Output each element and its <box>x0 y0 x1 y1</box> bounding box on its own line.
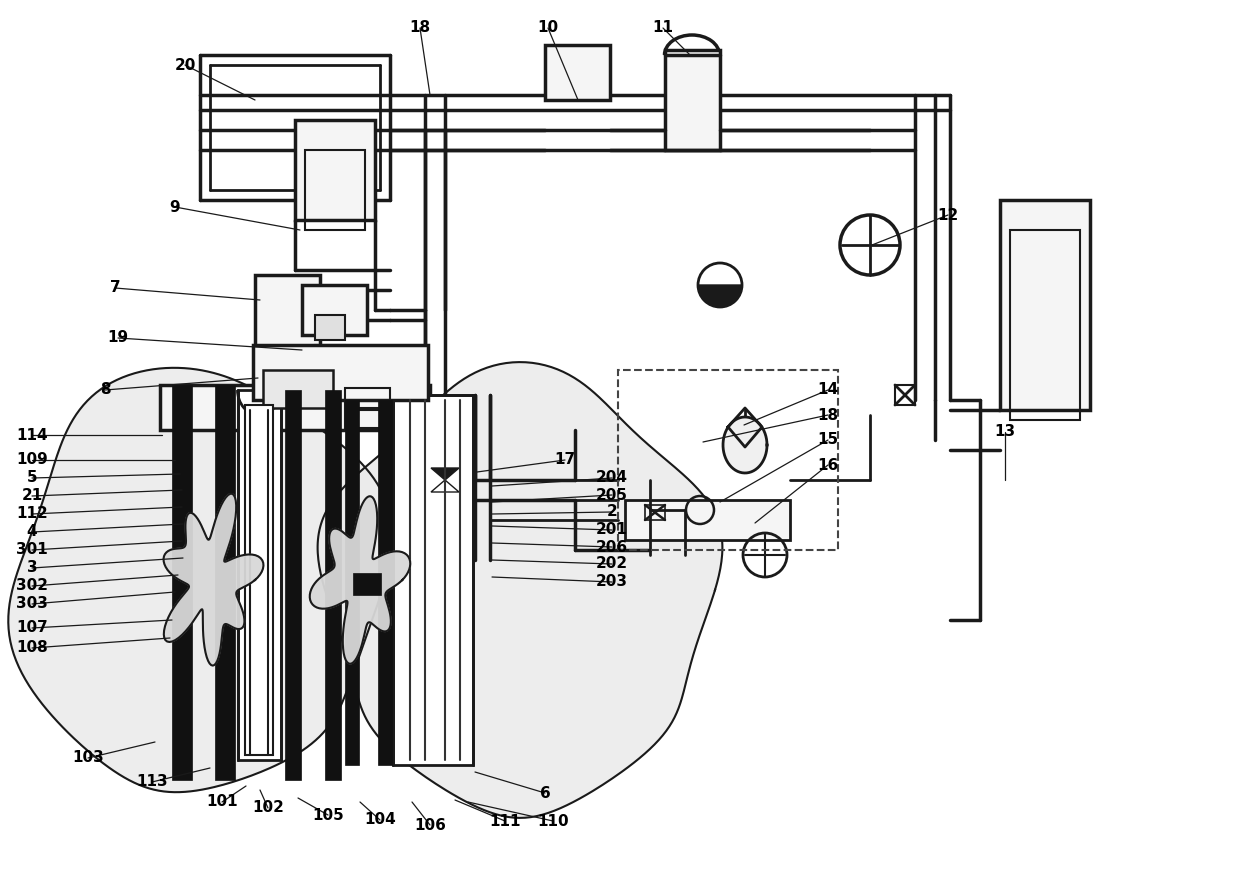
Text: 101: 101 <box>206 795 238 809</box>
Bar <box>345 388 391 408</box>
Wedge shape <box>698 285 742 307</box>
Bar <box>618 370 838 550</box>
Bar <box>625 500 790 540</box>
Text: 2: 2 <box>606 505 618 519</box>
Polygon shape <box>310 497 410 664</box>
Text: 10: 10 <box>537 20 558 36</box>
Bar <box>215 385 236 780</box>
Text: 20: 20 <box>175 58 196 73</box>
Bar <box>345 400 360 765</box>
Bar <box>160 385 430 430</box>
Text: 14: 14 <box>817 383 838 398</box>
Bar <box>645 505 665 520</box>
Bar <box>393 395 472 765</box>
Bar <box>246 405 273 755</box>
Text: 114: 114 <box>16 427 48 442</box>
Text: 8: 8 <box>99 383 110 398</box>
Text: 5: 5 <box>27 470 37 485</box>
Bar <box>353 573 381 595</box>
Polygon shape <box>164 494 263 666</box>
Bar <box>305 150 365 230</box>
Text: 13: 13 <box>994 425 1016 440</box>
Bar <box>303 285 367 335</box>
Text: 18: 18 <box>409 20 430 36</box>
Text: 303: 303 <box>16 597 48 611</box>
Bar <box>665 50 720 150</box>
Text: 103: 103 <box>72 751 104 766</box>
Text: 110: 110 <box>537 814 569 829</box>
Text: 6: 6 <box>539 786 551 801</box>
Text: 113: 113 <box>136 774 167 789</box>
Bar <box>999 200 1090 410</box>
Bar <box>895 385 915 405</box>
Bar <box>315 345 345 360</box>
Text: 107: 107 <box>16 620 48 635</box>
Text: 17: 17 <box>554 453 575 468</box>
Text: 109: 109 <box>16 453 48 468</box>
Text: 205: 205 <box>596 488 627 503</box>
Text: 21: 21 <box>21 489 42 504</box>
Text: 18: 18 <box>817 407 838 422</box>
Text: 111: 111 <box>490 814 521 829</box>
Text: 12: 12 <box>937 208 959 223</box>
Bar <box>295 120 374 220</box>
Text: 16: 16 <box>817 457 838 472</box>
Polygon shape <box>317 362 723 818</box>
Bar <box>345 410 391 428</box>
Polygon shape <box>432 480 459 492</box>
Bar <box>255 275 320 350</box>
Bar <box>546 45 610 100</box>
Text: 204: 204 <box>596 470 627 485</box>
Bar <box>315 315 345 340</box>
Text: 102: 102 <box>252 801 284 816</box>
Text: 104: 104 <box>365 813 396 828</box>
Polygon shape <box>432 468 459 480</box>
Text: 106: 106 <box>414 817 446 832</box>
Text: 108: 108 <box>16 640 48 655</box>
Text: 3: 3 <box>27 561 37 576</box>
Bar <box>172 385 192 780</box>
Bar <box>378 400 392 765</box>
Text: 7: 7 <box>109 280 120 295</box>
Text: 15: 15 <box>817 433 838 448</box>
Text: 11: 11 <box>652 20 673 36</box>
Text: 302: 302 <box>16 578 48 594</box>
Text: 202: 202 <box>596 556 629 571</box>
Text: 206: 206 <box>596 540 629 555</box>
Polygon shape <box>9 368 392 792</box>
Text: 105: 105 <box>312 808 343 823</box>
Bar <box>285 390 301 780</box>
Bar <box>253 345 428 400</box>
Bar <box>1011 230 1080 420</box>
Text: 19: 19 <box>108 330 129 345</box>
Bar <box>263 370 334 408</box>
Text: 112: 112 <box>16 506 48 521</box>
Text: 4: 4 <box>27 525 37 540</box>
Bar <box>325 390 341 780</box>
Text: 201: 201 <box>596 522 627 538</box>
Text: 203: 203 <box>596 575 627 590</box>
Text: 301: 301 <box>16 542 48 557</box>
Polygon shape <box>723 417 768 473</box>
Text: 9: 9 <box>170 200 180 215</box>
Bar <box>238 390 281 760</box>
